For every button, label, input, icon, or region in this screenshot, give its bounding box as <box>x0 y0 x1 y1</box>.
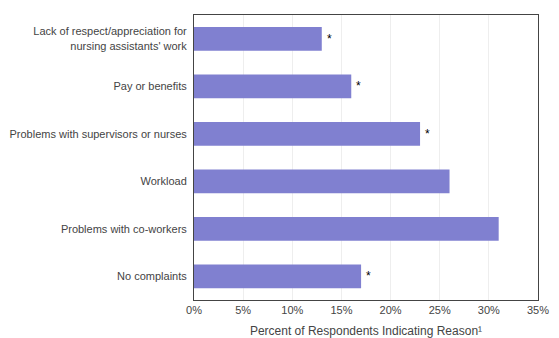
svg-text:*: * <box>327 32 332 46</box>
svg-text:25%: 25% <box>429 304 451 316</box>
svg-text:Pay or benefits: Pay or benefits <box>113 80 187 92</box>
svg-text:15%: 15% <box>330 304 352 316</box>
svg-text:20%: 20% <box>380 304 402 316</box>
svg-text:Workload: Workload <box>141 175 187 187</box>
svg-text:30%: 30% <box>478 304 500 316</box>
svg-text:5%: 5% <box>235 304 251 316</box>
svg-text:Lack of respect/appreciation f: Lack of respect/appreciation fornursing … <box>33 25 187 51</box>
svg-text:Problems with co-workers: Problems with co-workers <box>61 223 187 235</box>
svg-text:No complaints: No complaints <box>117 270 187 282</box>
svg-text:0%: 0% <box>186 304 202 316</box>
svg-text:*: * <box>356 79 361 93</box>
svg-text:35%: 35% <box>527 304 549 316</box>
svg-text:Problems with supervisors or n: Problems with supervisors or nurses <box>10 128 188 140</box>
svg-text:*: * <box>366 269 371 283</box>
svg-text:Percent of Respondents Indicat: Percent of Respondents Indicating Reason… <box>250 324 482 338</box>
svg-text:*: * <box>425 127 430 141</box>
svg-text:10%: 10% <box>281 304 303 316</box>
